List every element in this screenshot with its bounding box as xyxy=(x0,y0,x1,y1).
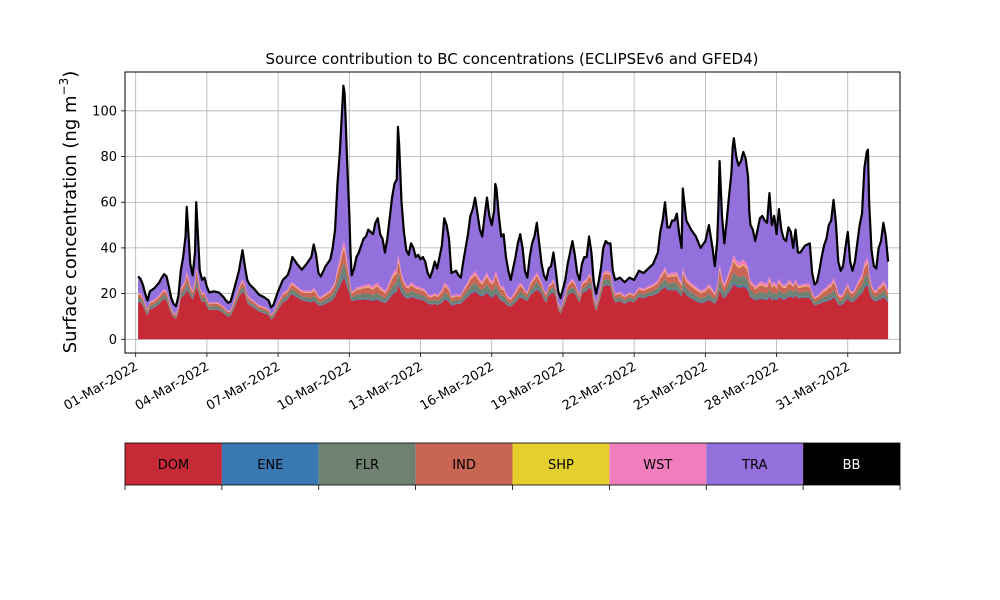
x-tick-label: 16-Mar-2022 xyxy=(418,359,497,413)
y-axis-label-main: Surface concentration (ng m xyxy=(60,95,81,353)
y-axis-label-close: ) xyxy=(60,71,81,78)
legend-label-tra: TRA xyxy=(741,458,767,473)
x-tick-label: 13-Mar-2022 xyxy=(346,359,425,413)
y-tick-label: 40 xyxy=(100,241,117,256)
x-tick-label: 01-Mar-2022 xyxy=(62,359,141,413)
legend-swatch-ind xyxy=(415,443,513,485)
y-tick-label: 80 xyxy=(100,150,117,165)
x-tick-label: 25-Mar-2022 xyxy=(631,359,710,413)
y-axis-label: Surface concentration (ng m−3) xyxy=(57,71,81,354)
y-tick-label: 0 xyxy=(109,333,117,348)
legend-swatch-wst xyxy=(609,443,707,485)
legend-swatch-ene xyxy=(221,443,319,485)
legend-label-ind: IND xyxy=(452,458,476,473)
legend-label-flr: FLR xyxy=(355,458,379,473)
y-tick-label: 100 xyxy=(92,104,117,119)
stacked-areas xyxy=(138,85,889,340)
x-tick-label: 31-Mar-2022 xyxy=(774,359,853,413)
legend-label-ene: ENE xyxy=(257,458,283,473)
legend-swatch-flr xyxy=(318,443,416,485)
plot-frame xyxy=(124,71,901,354)
legend-swatch-dom xyxy=(125,443,222,485)
legend-swatch-shp xyxy=(512,443,610,485)
legend-label-wst: WST xyxy=(643,458,672,473)
legend-swatch-tra xyxy=(706,443,804,485)
y-tick-label: 20 xyxy=(100,287,117,302)
y-axis-ticks: 0 20 40 60 80 100 xyxy=(92,104,125,348)
x-tick-label: 07-Mar-2022 xyxy=(204,359,283,413)
legend-colorbar: DOM ENE FLR IND SHP WST TRA BB xyxy=(124,442,901,490)
y-tick-label: 60 xyxy=(100,196,117,211)
total-concentration-line xyxy=(137,84,890,309)
y-axis-label-exponent: −3 xyxy=(57,78,71,96)
x-tick-label: 04-Mar-2022 xyxy=(133,359,212,413)
total-line xyxy=(137,84,890,309)
x-tick-label: 10-Mar-2022 xyxy=(275,359,354,413)
x-tick-label: 19-Mar-2022 xyxy=(489,359,568,413)
chart-title: Source contribution to BC concentrations… xyxy=(265,50,758,68)
legend-label-bb: BB xyxy=(843,458,861,473)
x-tick-label: 28-Mar-2022 xyxy=(702,359,781,413)
area-tra xyxy=(138,86,889,315)
x-axis-ticks: 01-Mar-202204-Mar-202207-Mar-202210-Mar-… xyxy=(62,353,853,414)
x-tick-label: 22-Mar-2022 xyxy=(560,359,639,413)
legend-label-dom: DOM xyxy=(158,458,189,473)
legend-label-shp: SHP xyxy=(548,458,574,473)
area-dom xyxy=(138,278,889,340)
legend-swatch-bb xyxy=(803,443,900,485)
